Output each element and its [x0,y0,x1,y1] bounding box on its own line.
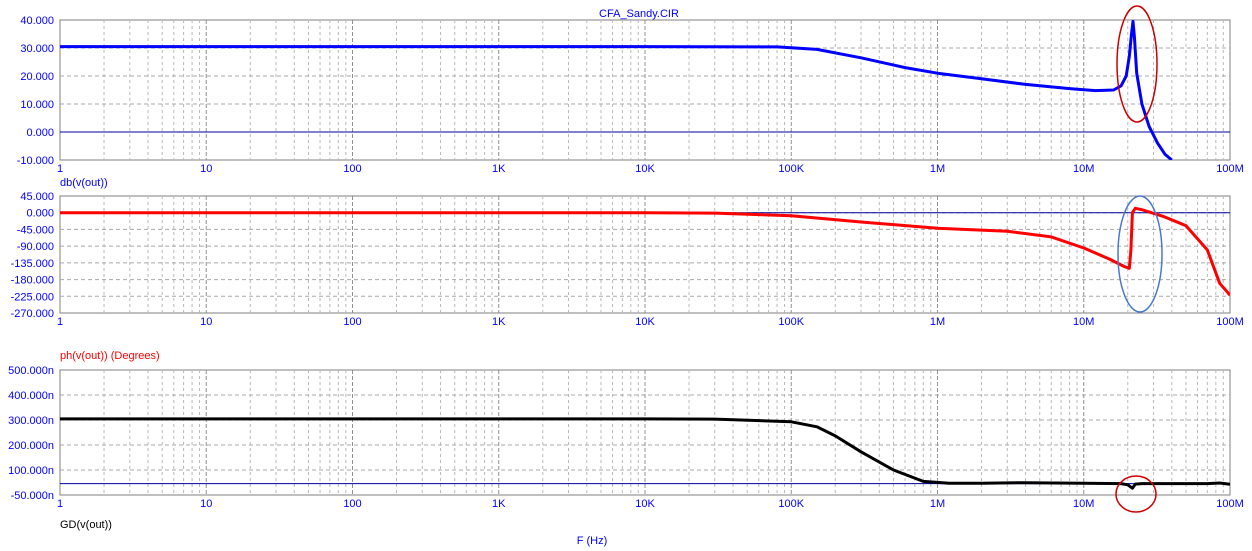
group-delay-panel: 500.000n 400.000n 300.000n 200.000n 100.000n… [8,365,1244,531]
y-tick-label: 400.000n [8,390,54,402]
annotation-ellipse-magnitude [1116,5,1158,123]
y-tick-label: 200.000n [8,440,54,452]
x-tick-label: 10K [635,163,655,175]
x-tick-label: 1K [492,498,506,510]
x-tick-label: 10 [200,316,212,328]
x-tick-label: 100K [778,316,804,328]
x-tick-label: 100M [1216,498,1244,510]
y-tick-label: 0.000 [26,208,54,220]
x-tick-label: 1 [57,316,63,328]
annotation-ellipse-phase [1117,195,1163,313]
y-tick-label: 40.000 [20,15,54,27]
y-tick-label: -180.000 [11,275,54,287]
x-tick-label: 1K [492,163,506,175]
y-tick-label: 300.000n [8,415,54,427]
trace-label: GD(v(out)) [60,519,112,531]
x-tick-label: 100 [343,163,361,175]
x-tick-label: 10 [200,163,212,175]
y-tick-label: 20.000 [20,71,54,83]
x-tick-label: 10K [635,498,655,510]
y-tick-label: 30.000 [20,43,54,55]
y-tick-label: 500.000n [8,365,54,377]
x-tick-label: 1K [492,316,506,328]
x-tick-label: 100K [778,163,804,175]
x-tick-label: 10M [1073,163,1094,175]
y-tick-label: -225.000 [11,291,54,303]
x-tick-label: 100M [1216,316,1244,328]
x-tick-label: 100 [343,498,361,510]
y-tick-label: -90.000 [17,241,54,253]
y-tick-label: -10.000 [17,155,54,167]
y-tick-label: -135.000 [11,258,54,270]
annotation-ellipse-group-delay [1115,475,1157,513]
window-title: CFA_Sandy.CIR [599,8,679,20]
x-tick-label: 100M [1216,163,1244,175]
y-tick-label: -50.000n [11,490,54,502]
y-tick-label: -270.000 [11,308,54,320]
phase-panel: 45.000 0.000 -45.000 -90.000 -135.000 -180.00… [11,191,1244,362]
x-tick-label: 10M [1073,498,1094,510]
trace-label: ph(v(out)) (Degrees) [60,350,160,362]
x-axis-label: F (Hz) [577,535,608,547]
trace-line [60,206,1230,297]
x-tick-label: 100 [343,316,361,328]
x-tick-label: 10K [635,316,655,328]
y-tick-label: 0.000 [26,127,54,139]
x-tick-label: 10M [1073,316,1094,328]
trace-line [60,20,1173,160]
y-tick-label: -45.000 [17,224,54,236]
x-tick-label: 1M [930,498,945,510]
trace-label: db(v(out)) [60,177,108,189]
x-tick-label: 10 [200,498,212,510]
x-tick-label: 1M [930,316,945,328]
x-tick-label: 100K [778,498,804,510]
x-tick-label: 1 [57,498,63,510]
y-tick-label: 100.000n [8,465,54,477]
y-tick-label: 10.000 [20,99,54,111]
trace-line [60,417,1230,490]
x-tick-label: 1M [930,163,945,175]
x-tick-label: 1 [57,163,63,175]
y-tick-label: 45.000 [20,191,54,203]
